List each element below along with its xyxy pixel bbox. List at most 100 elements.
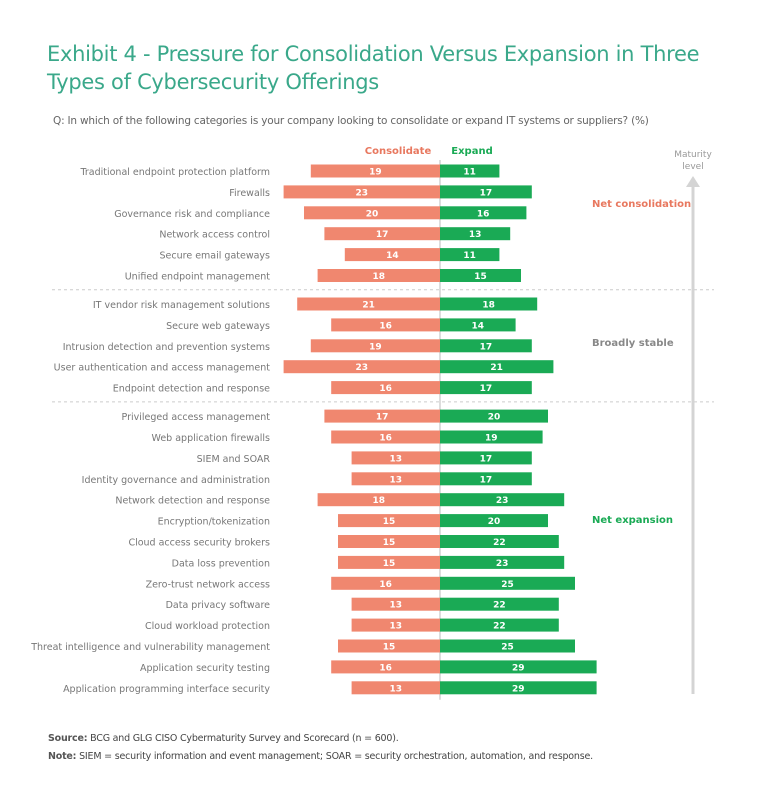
- expand-bar: [440, 535, 559, 548]
- category-label: Firewalls: [229, 188, 270, 199]
- category-label: Traditional endpoint protection platform: [79, 167, 270, 178]
- consolidate-value-label: 15: [383, 643, 396, 653]
- category-label: Unified endpoint management: [125, 272, 271, 283]
- expand-value-label: 25: [501, 580, 514, 590]
- expand-value-label: 17: [480, 454, 493, 464]
- expand-value-label: 23: [496, 496, 509, 506]
- table-row: Threat intelligence and vulnerability ma…: [30, 639, 575, 653]
- category-label: Encryption/tokenization: [158, 517, 270, 528]
- group-label: Net expansion: [592, 515, 673, 526]
- table-row: Firewalls 23 17: [229, 185, 532, 199]
- consolidate-value-label: 16: [379, 384, 392, 394]
- category-label: Application security testing: [140, 663, 270, 674]
- consolidate-value-label: 17: [376, 230, 389, 240]
- category-label: Governance risk and compliance: [114, 209, 270, 220]
- consolidate-bar: [351, 681, 440, 695]
- bar-rows: Traditional endpoint protection platform…: [30, 164, 597, 695]
- table-row: Network detection and response 18 23: [115, 493, 565, 507]
- category-label: Zero-trust network access: [146, 579, 270, 590]
- expand-bar: [440, 269, 521, 282]
- consolidate-bar: [338, 639, 440, 653]
- category-label: Threat intelligence and vulnerability ma…: [30, 642, 270, 653]
- group-labels: Net consolidation Broadly stable Net expan…: [592, 199, 691, 526]
- group-label: Net consolidation: [592, 199, 691, 210]
- consolidate-value-label: 13: [390, 684, 403, 694]
- survey-question: Q: In which of the following categories …: [53, 115, 649, 127]
- consolidate-value-label: 17: [376, 413, 389, 423]
- maturity-label-2: level: [682, 162, 703, 172]
- expand-value-label: 20: [488, 413, 501, 423]
- expand-value-label: 25: [501, 643, 514, 653]
- table-row: Web application firewalls 16 19: [152, 430, 543, 444]
- consolidate-value-label: 16: [379, 434, 392, 444]
- source-label: Source:: [48, 733, 88, 744]
- category-label: User authentication and access managemen…: [54, 363, 271, 374]
- expand-value-label: 17: [480, 384, 493, 394]
- expand-bar: [440, 360, 554, 374]
- table-row: IT vendor risk management solutions 21 18: [93, 297, 538, 311]
- category-label: Endpoint detection and response: [113, 384, 270, 395]
- expand-bar: [440, 451, 532, 465]
- consolidate-bar: [331, 660, 440, 674]
- expand-bar: [440, 681, 597, 695]
- consolidate-bar: [338, 514, 440, 528]
- consolidate-bar: [331, 318, 440, 332]
- expand-bar: [440, 597, 559, 611]
- table-row: Zero-trust network access 16 25: [146, 576, 575, 590]
- consolidate-bar: [351, 618, 440, 632]
- expand-value-label: 29: [512, 663, 525, 673]
- consolidate-value-label: 14: [386, 251, 399, 261]
- consolidate-bar: [317, 493, 440, 507]
- expand-bar: [440, 555, 565, 569]
- consolidate-bar: [304, 206, 440, 220]
- consolidate-bar: [351, 472, 440, 486]
- consolidate-bar: [310, 339, 440, 353]
- category-label: Data privacy software: [166, 600, 271, 611]
- maturity-label: Maturity: [674, 150, 712, 160]
- consolidate-bar: [338, 555, 440, 569]
- consolidate-value-label: 19: [369, 342, 382, 352]
- expand-value-label: 19: [485, 434, 498, 444]
- category-label: Privileged access management: [122, 412, 271, 423]
- category-label: Web application firewalls: [152, 433, 271, 444]
- consolidate-bar: [324, 227, 440, 241]
- footnote: Note: SIEM = security information and ev…: [48, 751, 593, 762]
- category-label: Network access control: [159, 230, 270, 241]
- category-label: Cloud access security brokers: [128, 538, 270, 549]
- legend-consolidate: Consolidate: [365, 146, 432, 157]
- table-row: Secure email gateways 14 11: [160, 248, 500, 262]
- expand-value-label: 18: [482, 301, 495, 311]
- consolidate-bar: [283, 185, 440, 199]
- consolidate-value-label: 16: [379, 580, 392, 590]
- expand-value-label: 22: [493, 601, 506, 611]
- table-row: Data privacy software 13 22: [166, 597, 559, 611]
- category-label: IT vendor risk management solutions: [93, 300, 270, 311]
- consolidate-value-label: 23: [356, 363, 369, 373]
- source-text: BCG and GLG CISO Cybermaturity Survey an…: [87, 733, 399, 744]
- consolidate-value-label: 20: [366, 209, 379, 219]
- expand-bar: [440, 318, 516, 332]
- expand-bar: [440, 514, 548, 528]
- table-row: Intrusion detection and prevention syste…: [63, 339, 532, 353]
- expand-value-label: 14: [472, 321, 485, 331]
- expand-bar: [440, 227, 511, 241]
- expand-value-label: 17: [480, 475, 493, 485]
- consolidate-bar: [317, 269, 440, 282]
- category-label: Intrusion detection and prevention syste…: [63, 342, 270, 353]
- expand-value-label: 11: [463, 251, 476, 261]
- consolidate-value-label: 16: [379, 663, 392, 673]
- expand-bar: [440, 248, 500, 262]
- maturity-arrow-head-icon: [686, 176, 700, 187]
- expand-value-label: 22: [493, 538, 506, 548]
- table-row: Application security testing 16 29: [140, 660, 597, 674]
- page-title: Exhibit 4 - Pressure for Consolidation V…: [47, 42, 700, 94]
- expand-value-label: 20: [488, 517, 501, 527]
- expand-bar: [440, 639, 575, 653]
- expand-bar: [440, 493, 565, 507]
- group-label: Broadly stable: [592, 338, 674, 349]
- table-row: Cloud workload protection 13 22: [145, 618, 559, 632]
- consolidate-bar: [331, 381, 440, 395]
- consolidate-value-label: 16: [379, 321, 392, 331]
